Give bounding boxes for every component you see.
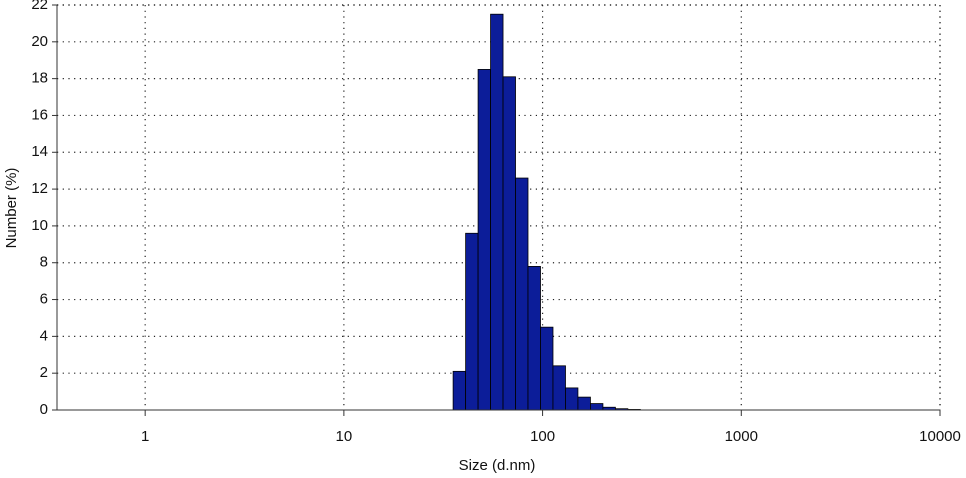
bar (452, 370, 467, 411)
y-tick-label: 12 (31, 180, 48, 197)
bar (465, 232, 479, 411)
x-tick-label: 10000 (919, 428, 961, 445)
x-axis-label: Size (d.nm) (459, 457, 536, 474)
x-tick-label: 100 (530, 428, 555, 445)
y-tick-label: 16 (31, 106, 48, 123)
y-tick-label: 10 (31, 217, 48, 234)
y-tick-label: 4 (40, 327, 48, 344)
y-tick-label: 22 (31, 0, 48, 13)
bar (590, 403, 604, 411)
bar (490, 13, 504, 411)
bar (502, 76, 516, 411)
y-tick-label: 2 (40, 364, 48, 381)
y-tick-label: 18 (31, 70, 48, 87)
bar (552, 365, 566, 411)
bar (527, 266, 541, 411)
bar (515, 177, 529, 411)
y-tick-label: 6 (40, 291, 48, 308)
y-tick-label: 20 (31, 33, 48, 50)
x-tick-label: 1 (141, 428, 149, 445)
bar (540, 326, 554, 411)
bar (477, 69, 491, 411)
y-tick-label: 8 (40, 254, 48, 271)
x-tick-label: 10 (336, 428, 353, 445)
bar (577, 396, 591, 411)
y-tick-label: 0 (40, 401, 48, 418)
x-tick-label: 1000 (725, 428, 758, 445)
y-axis-label: Number (%) (3, 168, 20, 249)
y-tick-label: 14 (31, 143, 48, 160)
bar (565, 387, 579, 411)
